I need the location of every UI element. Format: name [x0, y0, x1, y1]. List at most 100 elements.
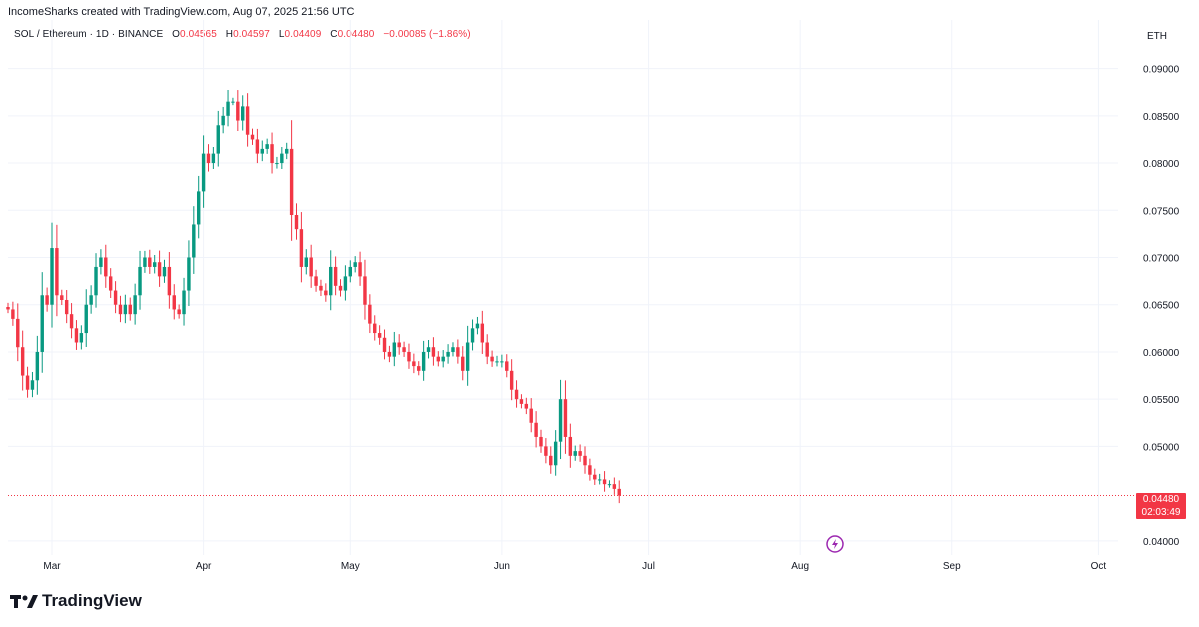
lightning-icon[interactable] [826, 535, 844, 553]
candle-series [6, 90, 621, 504]
candle-body [461, 356, 465, 371]
candle-body [94, 266, 98, 296]
candle-body [255, 139, 260, 154]
candle [373, 315, 377, 341]
candle-body [417, 366, 421, 371]
chart-credit: IncomeSharks created with TradingView.co… [8, 6, 355, 18]
candle [255, 128, 260, 164]
candle [162, 259, 167, 283]
candle-body [480, 323, 485, 343]
open-label: O [172, 29, 181, 40]
candle [402, 341, 406, 357]
candle [480, 310, 485, 354]
candle-body [490, 356, 494, 362]
candle [152, 254, 157, 274]
candle [221, 106, 225, 134]
candle-body [60, 295, 64, 300]
candle [319, 279, 323, 297]
candle [30, 371, 35, 398]
currency-label: ETH [1147, 31, 1167, 42]
candle-body [148, 257, 152, 267]
candle-body [201, 153, 206, 192]
candle [294, 203, 299, 240]
candle-body [597, 479, 602, 481]
candle-body [152, 262, 157, 267]
candle-body [363, 276, 367, 305]
bar-countdown: 02:03:49 [1141, 507, 1181, 518]
candle [324, 283, 328, 302]
candle-body [509, 370, 514, 390]
candle [99, 249, 103, 275]
candle-body [221, 115, 225, 126]
y-tick-label: 0.04000 [1143, 537, 1180, 548]
y-tick-label: 0.05000 [1143, 442, 1180, 453]
candle-body [392, 342, 397, 357]
candle [441, 350, 445, 368]
candle-body [612, 484, 617, 489]
candle-body [157, 262, 162, 277]
candle-body [329, 266, 333, 296]
candle [392, 331, 397, 367]
candle-body [280, 153, 284, 164]
x-tick-label: Jun [494, 561, 510, 572]
candle-body [113, 290, 118, 305]
candle-body [182, 290, 186, 315]
candle-body [348, 266, 353, 277]
candle [436, 351, 441, 367]
candle-body [583, 455, 587, 466]
symbol-legend: SOL / Ethereum · 1D · BINANCE O0.04565 H… [14, 29, 471, 40]
candle-body [436, 356, 441, 362]
x-tick-label: Jul [642, 561, 655, 572]
candle-body [20, 347, 25, 376]
candle [382, 329, 387, 360]
x-tick-label: Sep [943, 561, 961, 572]
candle [25, 366, 30, 398]
candle-body [358, 262, 362, 277]
tradingview-logo[interactable]: TradingView [10, 591, 142, 611]
y-tick-label: 0.08500 [1143, 112, 1180, 123]
candle-body [377, 333, 382, 338]
candle [602, 471, 607, 492]
candle-body [104, 257, 108, 277]
candle-body [241, 106, 245, 121]
x-tick-label: Apr [196, 561, 212, 572]
candle-body [294, 215, 299, 230]
time-axis: Mar Apr May Jun Jul Aug Sep Oct [43, 561, 1106, 572]
candle-body [216, 125, 220, 154]
candle [123, 294, 128, 324]
high-label: H [225, 29, 234, 40]
candle [309, 244, 313, 288]
candle [94, 253, 98, 308]
low-label: L [278, 29, 285, 40]
candle-body [99, 257, 103, 267]
candle-body [617, 488, 621, 496]
candle [417, 361, 421, 376]
candle-body [397, 342, 401, 348]
candle-body [485, 342, 489, 357]
candle [113, 281, 118, 314]
candle-body [407, 351, 411, 362]
candle [431, 337, 436, 366]
candle-body [368, 304, 372, 324]
candle [539, 429, 543, 453]
candle [524, 397, 529, 415]
candle-body [475, 323, 480, 329]
candle-body [162, 266, 167, 277]
y-tick-label: 0.05500 [1143, 395, 1180, 406]
y-tick-label: 0.06000 [1143, 348, 1180, 359]
candle-body [573, 451, 577, 456]
candle [280, 147, 284, 170]
candle-body [426, 347, 431, 352]
candle [426, 339, 431, 359]
price-chart[interactable]: 0.09000 0.08500 0.08000 0.07500 0.07000 0.065… [0, 0, 1199, 580]
candle [275, 156, 279, 169]
candle [397, 334, 401, 355]
candle [157, 250, 162, 287]
candle-body [446, 351, 450, 357]
candle [549, 446, 553, 474]
candle [236, 90, 240, 132]
candle-body [387, 351, 392, 357]
candle [60, 289, 64, 305]
candle-body [353, 262, 357, 267]
candle [544, 438, 548, 464]
